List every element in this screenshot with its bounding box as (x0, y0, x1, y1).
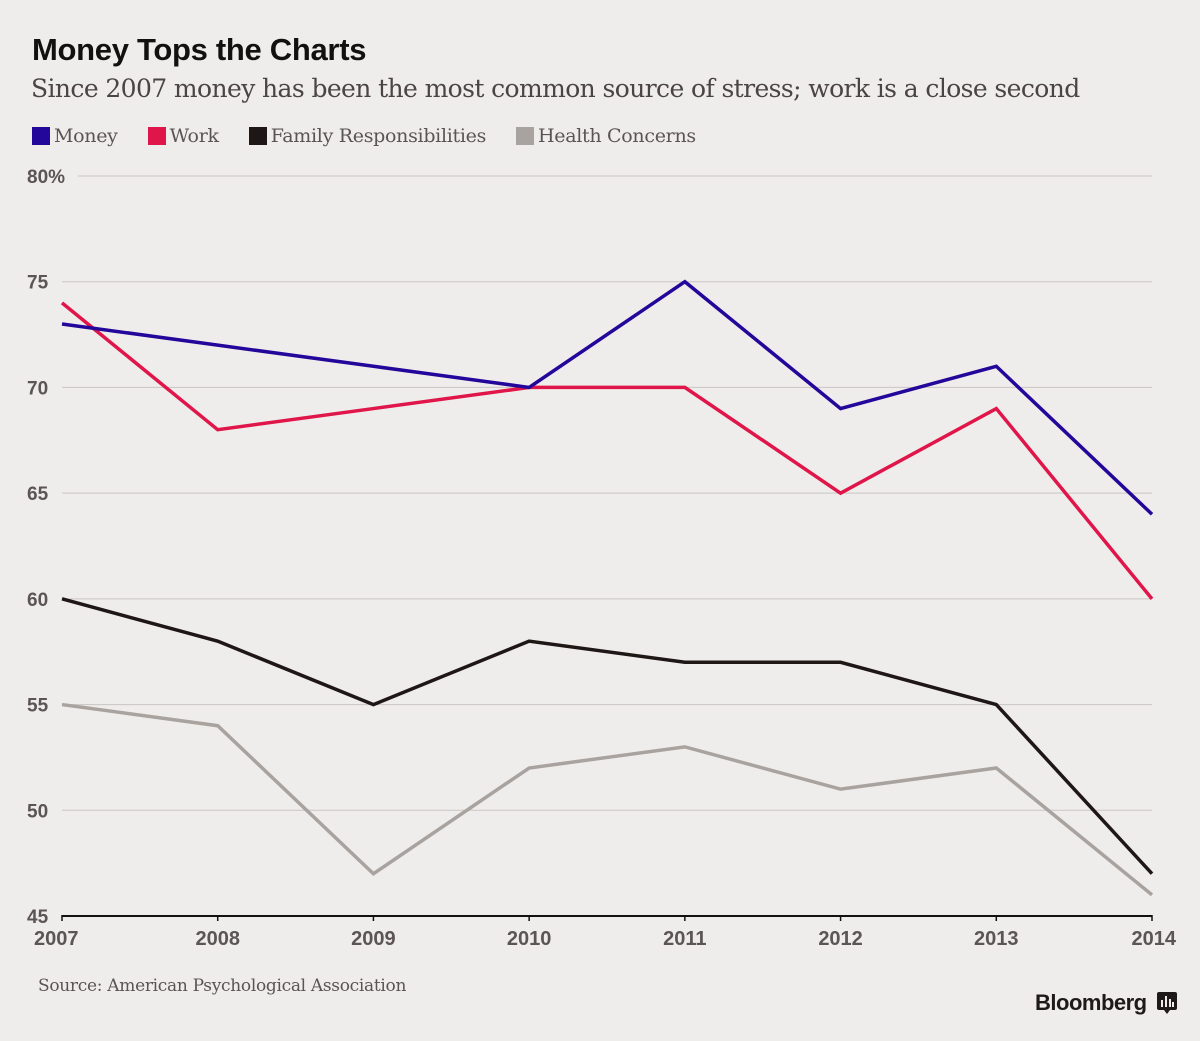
series-line-family-responsibilities (61, 597, 1154, 875)
chart-title: Money Tops the Charts (32, 32, 367, 67)
x-tick-label: 2009 (351, 928, 396, 950)
legend-item-money: Money (32, 122, 118, 150)
brand-logo: Bloomberg (1035, 990, 1177, 1016)
series-line-work (60, 301, 1154, 600)
legend-swatch-work (147, 127, 166, 145)
x-tick-label: 2007 (34, 928, 79, 950)
y-tick-label: 65 (27, 484, 49, 505)
y-tick-label: 80% (27, 167, 65, 188)
brand-name: Bloomberg (1035, 990, 1147, 1015)
series-line-money (61, 279, 1154, 516)
legend-item-health: Health Concerns (516, 122, 696, 150)
y-tick-label: 50 (27, 801, 48, 822)
legend-label-health: Health Concerns (538, 125, 696, 147)
legend-item-family: Family Responsibilities (248, 122, 487, 150)
y-tick-label: 75 (27, 273, 49, 294)
source-note: Source: American Psychological Associati… (38, 976, 407, 996)
y-tick-label: 70 (27, 378, 48, 399)
series-line-health-concerns (61, 702, 1154, 897)
legend-label-work: Work (169, 125, 219, 147)
x-tick-label: 2013 (974, 928, 1019, 950)
x-tick-label: 2014 (1132, 928, 1177, 950)
legend: Money Work Family Responsibilities Healt… (32, 122, 726, 150)
chart-subtitle: Since 2007 money has been the most commo… (31, 74, 1080, 103)
legend-swatch-family (248, 127, 267, 145)
legend-item-work: Work (147, 122, 219, 150)
y-tick-label: 55 (27, 696, 49, 717)
y-tick-label: 60 (27, 590, 48, 611)
legend-label-money: Money (54, 125, 118, 147)
legend-label-family: Family Responsibilities (270, 125, 487, 147)
x-tick-label: 2011 (663, 928, 706, 950)
legend-swatch-health (516, 127, 535, 145)
x-tick-label: 2012 (818, 928, 863, 950)
y-tick-label: 45 (27, 907, 49, 928)
bar-chart-speech-icon (1156, 992, 1177, 1014)
legend-swatch-money (32, 127, 50, 145)
x-tick-label: 2010 (507, 928, 552, 950)
x-tick-label: 2008 (195, 928, 240, 950)
